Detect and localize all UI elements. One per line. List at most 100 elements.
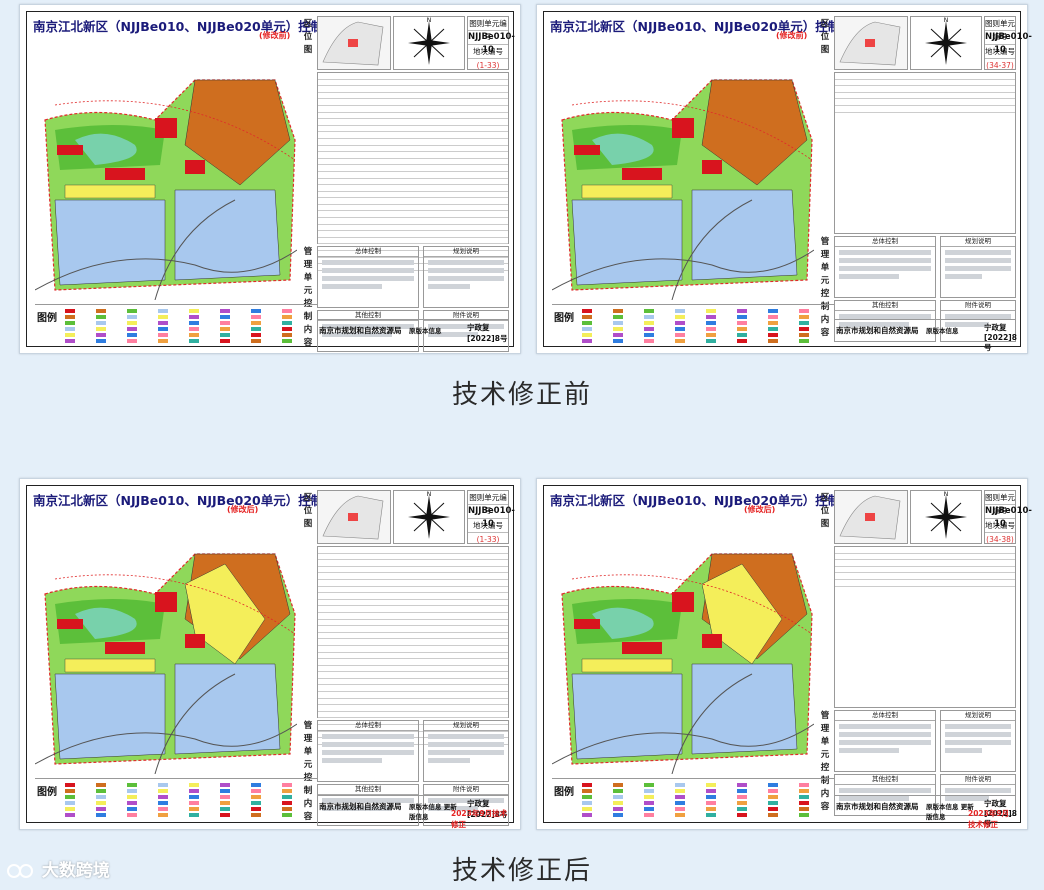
legend-swatch <box>251 309 261 313</box>
legend-swatch <box>282 813 292 817</box>
table-row <box>318 666 508 673</box>
legend-swatch <box>96 327 106 331</box>
table-row <box>318 705 508 712</box>
notes-header: 规划说明 <box>424 247 508 257</box>
legend-swatch <box>706 795 716 799</box>
other-panel: 其他控制 <box>834 300 936 342</box>
land-use-map <box>552 50 814 300</box>
table-row <box>318 672 508 679</box>
table-row <box>318 633 508 640</box>
legend-swatch <box>127 333 137 337</box>
control-header: 总体控制 <box>318 247 418 257</box>
legend-swatch <box>189 789 199 793</box>
legend-swatch <box>158 333 168 337</box>
other-header: 其他控制 <box>835 301 935 311</box>
legend-swatch <box>127 789 137 793</box>
table-row <box>318 685 508 693</box>
legend-swatch <box>189 333 199 337</box>
table-row <box>318 119 508 126</box>
legend-swatch <box>644 801 654 805</box>
locator-label: 区位图 <box>303 19 313 55</box>
legend-swatch <box>96 333 106 337</box>
legend-swatch <box>768 807 778 811</box>
legend-swatch <box>613 801 623 805</box>
table-row <box>318 73 508 80</box>
legend-swatch <box>768 789 778 793</box>
legend-swatch <box>613 327 623 331</box>
unit-code-label: 图则单元编号 <box>985 493 1015 515</box>
table-row <box>835 580 1015 587</box>
legend-swatch <box>127 783 137 787</box>
legend-swatch <box>582 783 592 787</box>
svg-text:N: N <box>944 17 949 24</box>
footer-org: 南京市规划和自然资源局 <box>836 326 919 335</box>
legend: 图例 <box>35 304 317 345</box>
table-row <box>318 205 508 212</box>
legend-swatch <box>65 339 75 343</box>
sheet-frame: 南京江北新区（NJJBe010、NJJBe020单元）控制性详细规划 (修改前)… <box>26 11 515 352</box>
sheet-title: 南京江北新区（NJJBe010、NJJBe020单元）控制性详细规划 <box>33 493 386 508</box>
table-row <box>318 146 508 153</box>
block-table <box>834 546 1016 708</box>
legend-swatch <box>282 783 292 787</box>
legend-swatch <box>675 327 685 331</box>
legend-swatch <box>158 795 168 799</box>
table-row <box>318 613 508 620</box>
control-panel: 总体控制 <box>834 236 936 298</box>
legend-swatch <box>644 807 654 811</box>
legend-swatch <box>220 333 230 337</box>
legend-swatch <box>127 327 137 331</box>
legend-swatch <box>282 315 292 319</box>
content-label: 管理单元控制内容 <box>820 237 830 338</box>
legend-swatch <box>220 789 230 793</box>
legend-swatch <box>65 309 75 313</box>
legend-swatch <box>251 783 261 787</box>
legend-swatch <box>768 813 778 817</box>
legend-swatch <box>282 321 292 325</box>
table-row <box>318 139 508 146</box>
legend-swatch <box>158 321 168 325</box>
legend-swatch <box>582 321 592 325</box>
table-row <box>318 159 508 166</box>
table-row <box>318 185 508 192</box>
table-row <box>318 679 508 686</box>
legend-swatch <box>737 789 747 793</box>
table-row <box>835 547 1015 554</box>
unit-code-label: 图则单元编号 <box>468 19 508 41</box>
legend-swatch <box>799 321 809 325</box>
watermark: 大数跨境 <box>6 856 110 882</box>
legend-swatch <box>675 321 685 325</box>
legend-swatch <box>189 315 199 319</box>
legend-swatch <box>220 783 230 787</box>
table-row <box>835 106 1015 113</box>
legend-swatch <box>582 813 592 817</box>
legend-swatch <box>96 309 106 313</box>
unit-code-box: 图则单元编号 NJJBe010-10 地块编号 (34-37) <box>984 16 1032 70</box>
legend-swatch <box>65 321 75 325</box>
legend-swatch <box>737 315 747 319</box>
table-row <box>318 547 508 554</box>
land-use-map <box>35 524 297 774</box>
footer-org: 南京市规划和自然资源局 <box>319 326 402 335</box>
locator-label: 区位图 <box>820 493 830 529</box>
footer-org: 南京市规划和自然资源局 <box>836 802 919 811</box>
table-row <box>318 251 508 258</box>
other-header: 其他控制 <box>835 775 935 785</box>
legend-swatch <box>65 315 75 319</box>
legend-swatch <box>644 321 654 325</box>
legend-swatch <box>644 315 654 319</box>
unit-code: NJJBe010-10 <box>985 32 1032 55</box>
legend-swatch <box>96 795 106 799</box>
legend-swatch <box>582 801 592 805</box>
legend-swatch <box>737 807 747 811</box>
svg-text:N: N <box>427 17 432 24</box>
legend-swatch <box>613 789 623 793</box>
table-row <box>318 231 508 238</box>
legend-swatch <box>582 333 592 337</box>
other-panel: 其他控制 <box>317 784 419 826</box>
control-header: 总体控制 <box>318 721 418 731</box>
plan-sheet: 南京江北新区（NJJBe010、NJJBe020单元）控制性详细规划 (修改后)… <box>536 478 1032 830</box>
legend-swatch <box>189 783 199 787</box>
table-row <box>318 244 508 252</box>
sheet-frame: 南京江北新区（NJJBe010、NJJBe020单元）控制性详细规划 (修改后)… <box>26 485 515 829</box>
